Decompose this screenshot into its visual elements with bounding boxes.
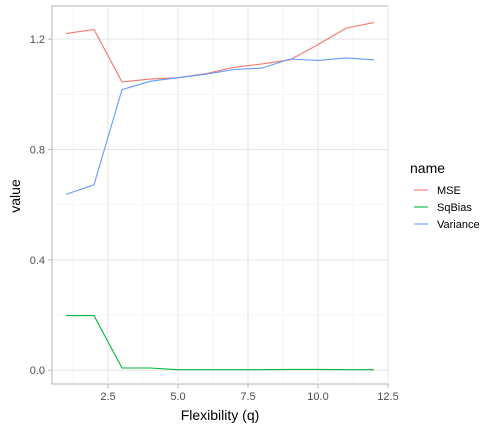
x-tick-label: 7.5 bbox=[240, 391, 255, 403]
series-lines bbox=[65, 22, 375, 371]
legend-items: MSE SqBias Variance bbox=[414, 185, 480, 231]
plot-panel bbox=[51, 5, 389, 385]
legend-label-variance: Variance bbox=[437, 219, 480, 231]
y-tick-label: 0.4 bbox=[30, 255, 45, 267]
legend-label-mse: MSE bbox=[437, 185, 461, 197]
y-tick-label: 0.8 bbox=[30, 144, 45, 156]
x-axis-title: Flexibility (q) bbox=[181, 407, 260, 423]
x-tick-label: 5.0 bbox=[170, 391, 185, 403]
legend-label-sqbias: SqBias bbox=[437, 202, 472, 214]
y-axis-ticks: 0.0 0.4 0.8 1.2 bbox=[30, 34, 52, 377]
y-tick-label: 1.2 bbox=[30, 34, 45, 46]
x-tick-label: 2.5 bbox=[100, 391, 115, 403]
y-axis-title: value bbox=[7, 179, 23, 213]
series-line-mse bbox=[65, 22, 375, 83]
series-line-variance bbox=[65, 57, 375, 195]
y-tick-label: 0.0 bbox=[30, 365, 45, 377]
legend: name MSE SqBias Variance bbox=[410, 160, 480, 231]
legend-title: name bbox=[410, 160, 445, 176]
x-tick-label: 12.5 bbox=[377, 391, 398, 403]
series-line-sqbias bbox=[66, 315, 374, 371]
x-tick-label: 10.0 bbox=[307, 391, 328, 403]
x-axis-ticks: 2.5 5.0 7.5 10.0 12.5 bbox=[100, 384, 399, 403]
